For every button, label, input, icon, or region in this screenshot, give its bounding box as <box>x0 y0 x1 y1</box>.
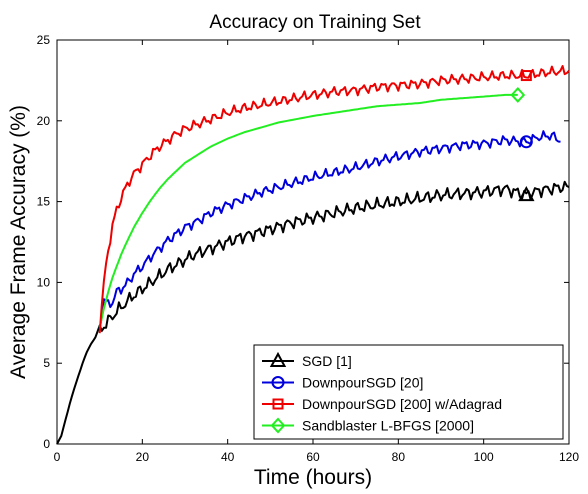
legend-swatch-marker <box>271 376 285 389</box>
y-tick-label: 5 <box>43 356 50 370</box>
legend-label: DownpourSGD [200] w/Adagrad <box>302 396 502 412</box>
y-tick-label: 15 <box>37 195 51 209</box>
x-tick-label: 0 <box>54 450 61 464</box>
y-tick-labels: 0 5 10 15 20 25 <box>37 33 51 451</box>
legend-swatch-marker <box>272 398 284 410</box>
series-line-1 <box>98 130 561 330</box>
legend-box <box>253 344 564 440</box>
series-markers <box>510 70 535 202</box>
x-tick-label: 20 <box>136 450 150 464</box>
axis-ticks <box>56 39 570 445</box>
series-marker-2 <box>520 70 532 82</box>
legend-label: SGD [1] <box>302 353 352 369</box>
x-tick-label: 60 <box>306 450 320 464</box>
series-line-2 <box>98 65 570 334</box>
y-tick-label: 0 <box>43 437 50 451</box>
x-tick-label: 100 <box>474 450 494 464</box>
chart-title: Accuracy on Training Set <box>209 12 421 33</box>
series-line-0 <box>56 180 570 445</box>
series-lines <box>56 65 570 445</box>
legend-entries: SGD [1] DownpourSGD [20] DownpourSGD [200]… <box>262 351 502 434</box>
legend: SGD [1] DownpourSGD [20] DownpourSGD [200]… <box>253 344 564 440</box>
x-axis-label: Time (hours) <box>254 466 372 489</box>
x-tick-label: 80 <box>392 450 406 464</box>
legend-swatch-marker <box>269 351 287 367</box>
y-axis-label: Average Frame Accuracy (%) <box>7 105 30 379</box>
y-tick-label: 10 <box>37 275 51 289</box>
series-line-3 <box>98 93 518 328</box>
x-tick-label: 40 <box>221 450 235 464</box>
y-tick-label: 25 <box>37 33 51 47</box>
series-marker-1 <box>519 135 533 149</box>
series-marker-0 <box>518 186 535 202</box>
legend-label: Sandblaster L-BFGS [2000] <box>302 418 474 434</box>
x-tick-labels: 0 20 40 60 80 100 120 <box>54 450 580 464</box>
y-tick-label: 20 <box>37 114 51 128</box>
series-marker-3 <box>510 86 526 103</box>
legend-label: DownpourSGD [20] <box>302 375 423 391</box>
legend-swatch-marker <box>270 417 286 434</box>
x-tick-label: 120 <box>559 450 579 464</box>
